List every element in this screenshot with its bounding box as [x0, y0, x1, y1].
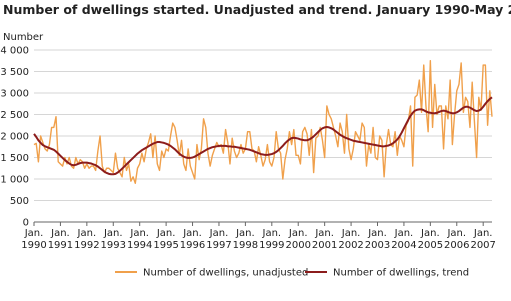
y-axis-label: Number	[3, 32, 44, 43]
series-line	[33, 96, 493, 176]
y-tick-label: 3 000	[0, 89, 29, 100]
x-tick-label: Jan. 2000	[286, 228, 311, 251]
y-tick-label: 3 500	[0, 67, 29, 78]
x-tick-label: Jan. 2001	[312, 228, 337, 251]
chart-title: Number of dwellings started. Unadjusted …	[3, 2, 511, 17]
y-tick-label: 1 500	[0, 153, 29, 164]
x-tick-label: Jan. 1992	[74, 228, 99, 251]
x-tick-label: Jan. 2003	[365, 228, 390, 251]
x-tick-label: Jan. 2005	[418, 228, 443, 251]
y-tick-label: 1 000	[0, 175, 29, 186]
x-tick-label: Jan. 1997	[206, 228, 231, 251]
y-tick-label: 2 000	[0, 132, 29, 143]
x-tick-label: Jan. 2002	[338, 228, 363, 251]
x-tick-label: Jan. 2006	[444, 228, 469, 251]
x-tick-label: Jan. 1994	[127, 228, 152, 251]
x-tick-label: Jan. 1995	[153, 228, 178, 251]
y-tick-label: 4 000	[0, 46, 29, 57]
y-tick-label: 2 500	[0, 110, 29, 121]
x-tick-label: Jan. 2004	[391, 228, 416, 251]
x-tick-label: Jan. 1990	[21, 228, 46, 251]
y-tick-label: 500	[10, 196, 29, 207]
y-tick-label: 0	[23, 218, 29, 229]
x-tick-label: Jan. 1991	[48, 228, 73, 251]
legend-label: Number of dwellings, unadjusted	[143, 268, 308, 279]
legend-label: Number of dwellings, trend	[333, 268, 469, 279]
x-tick-label: Jan. 1996	[180, 228, 205, 251]
x-tick-label: Jan. 1993	[101, 228, 126, 251]
series-line	[33, 60, 493, 184]
x-tick-label: Jan. 2007	[470, 228, 495, 251]
x-tick-label: Jan. 1998	[233, 228, 258, 251]
x-tick-label: Jan. 1999	[259, 228, 284, 251]
